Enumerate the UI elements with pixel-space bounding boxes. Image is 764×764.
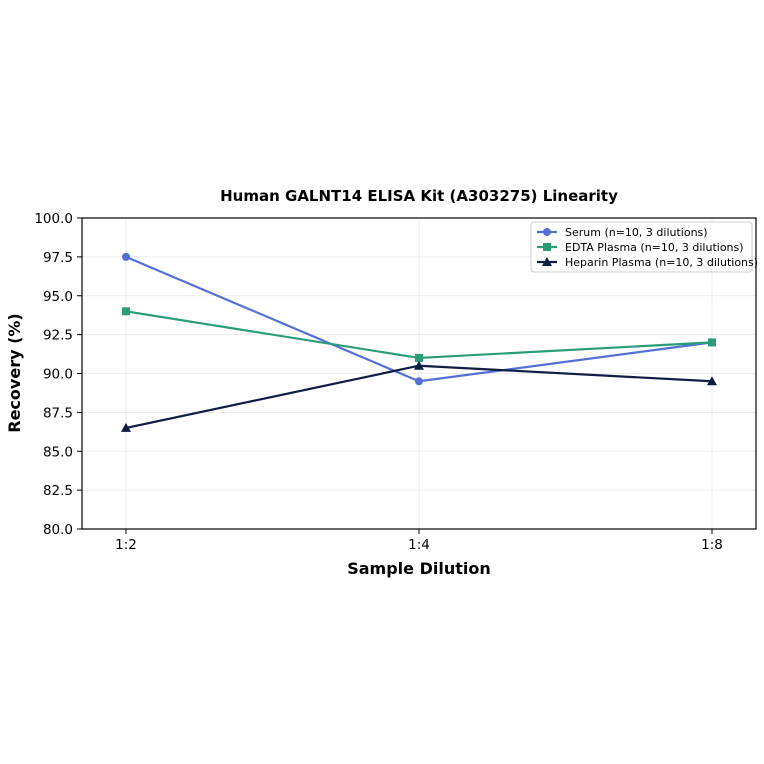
chart-title: Human GALNT14 ELISA Kit (A303275) Linear… [220, 187, 618, 205]
y-tick-label: 80.0 [43, 522, 73, 538]
legend-entry: EDTA Plasma (n=10, 3 dilutions) [565, 241, 744, 254]
series-layer [121, 252, 717, 432]
data-point-s1-0 [122, 307, 130, 316]
legend: Serum (n=10, 3 dilutions) EDTA Plasma (n=… [530, 221, 758, 273]
data-point-s2-0 [121, 422, 131, 432]
y-tick-label: 95.0 [43, 289, 73, 305]
y-tick-label: 87.5 [43, 405, 73, 421]
legend-swatch-marker [542, 257, 552, 266]
data-point-s2-1 [414, 360, 424, 370]
y-tick-label: 82.5 [43, 483, 73, 499]
legend-box [530, 221, 753, 273]
data-point-s0-0 [122, 252, 130, 261]
x-tick-label: 1:8 [701, 537, 723, 553]
data-point-s0-1 [415, 377, 423, 386]
x-tick-label: 1:4 [408, 537, 430, 553]
y-axis-label: Recovery (%) [5, 313, 24, 432]
ticks: 80.0 82.5 85.0 87.5 90.0 92.5 95.0 97.5 100.0 1:2… [34, 211, 723, 553]
x-tick-label: 1:2 [115, 537, 137, 553]
y-tick-label: 97.5 [43, 250, 73, 266]
x-axis-label: Sample Dilution [347, 559, 491, 578]
data-point-s1-2 [708, 338, 716, 347]
y-tick-label: 90.0 [43, 367, 73, 383]
y-tick-label: 85.0 [43, 444, 73, 460]
legend-swatch-marker [543, 228, 551, 236]
y-tick-label: 100.0 [34, 211, 73, 227]
legend-entry: Heparin Plasma (n=10, 3 dilutions) [565, 256, 758, 269]
legend-swatch-marker [543, 243, 551, 251]
legend-entry: Serum (n=10, 3 dilutions) [565, 226, 708, 239]
data-point-s2-2 [707, 376, 717, 386]
data-point-s1-1 [415, 353, 423, 362]
y-tick-label: 92.5 [43, 328, 73, 344]
